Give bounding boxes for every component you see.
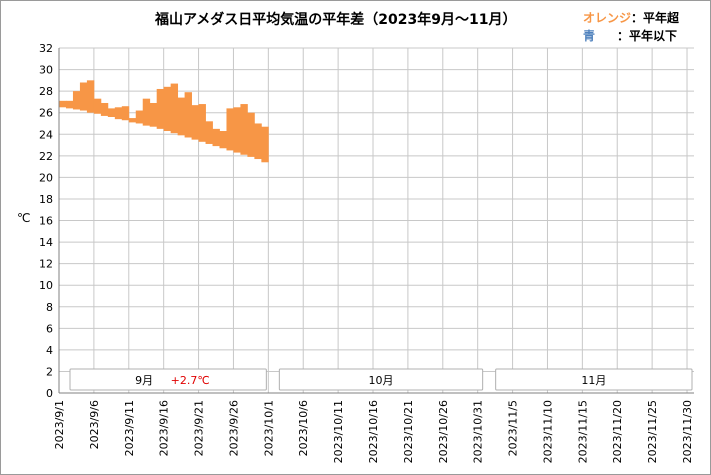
y-tick-label: 2 <box>46 365 53 378</box>
month-label: 11月 <box>581 374 606 387</box>
x-tick-label: 2023/9/21 <box>193 400 206 456</box>
y-tick-label: 6 <box>46 322 53 335</box>
x-tick-label: 2023/9/11 <box>123 400 136 456</box>
gridlines <box>58 47 694 394</box>
bar-day <box>107 108 116 117</box>
legend-item-above: オレンジ：平年超 <box>583 10 680 25</box>
bar-day <box>100 102 109 116</box>
bar-day <box>184 92 192 138</box>
bars <box>59 80 269 163</box>
y-tick-label: 4 <box>46 344 53 357</box>
x-tick-label: 2023/11/15 <box>576 400 589 463</box>
month-label: 10月 <box>369 374 394 387</box>
y-tick-label: 32 <box>39 42 53 55</box>
legend-item-below: 青 ：平年以下 <box>583 28 677 43</box>
y-axis-label: ℃ <box>17 211 30 225</box>
bar-day <box>233 107 241 153</box>
x-tick-label: 2023/11/10 <box>541 400 554 463</box>
y-tick-label: 26 <box>39 107 53 120</box>
bar-day <box>254 123 262 160</box>
x-tick-label: 2023/11/5 <box>507 400 520 456</box>
legend-above-label: オレンジ <box>583 11 631 25</box>
month-anomaly: +2.7℃ <box>171 374 210 387</box>
legend-below-label: 青 <box>583 28 595 43</box>
bar-day <box>156 88 165 129</box>
bar-day <box>93 98 102 114</box>
x-tick-label: 2023/10/16 <box>367 400 380 463</box>
bar-day <box>219 131 227 149</box>
month-panel <box>69 368 267 391</box>
x-tick-label: 2023/11/25 <box>646 400 659 463</box>
bar-day <box>198 104 206 142</box>
bar-day <box>240 104 248 155</box>
y-tick-label: 22 <box>39 150 53 163</box>
y-tick-label: 30 <box>39 64 53 77</box>
bar-day <box>170 83 179 134</box>
y-tick-label: 16 <box>39 215 53 228</box>
x-tick-label: 2023/10/26 <box>437 400 450 463</box>
bar-day <box>128 118 137 123</box>
bar-day <box>135 110 144 124</box>
bar-day <box>65 100 74 109</box>
bar-day <box>79 82 88 111</box>
y-tick-label: 10 <box>39 279 53 292</box>
x-tick-label: 2023/11/30 <box>681 400 694 463</box>
x-tick-label: 2023/9/16 <box>158 400 171 456</box>
bar-day <box>142 98 151 126</box>
bar-day <box>205 121 213 144</box>
bar-day <box>226 108 234 151</box>
bar-day <box>149 102 158 127</box>
bar-day <box>247 112 255 157</box>
x-tick-label: 2023/11/20 <box>611 400 624 463</box>
y-tick-label: 20 <box>39 171 53 184</box>
bar-day <box>163 86 172 132</box>
x-tick-label: 2023/10/6 <box>297 400 310 456</box>
bar-day <box>59 100 67 108</box>
y-tick-label: 24 <box>39 128 53 141</box>
x-tick-label: 2023/10/1 <box>262 400 275 456</box>
y-tick-label: 8 <box>46 301 53 314</box>
y-tick-label: 14 <box>39 236 53 249</box>
x-tick-label: 2023/9/26 <box>227 400 240 456</box>
x-tick-label: 2023/10/21 <box>402 400 415 463</box>
y-tick-label: 12 <box>39 258 53 271</box>
bar-day <box>72 91 81 110</box>
bar-day <box>191 105 199 140</box>
legend: オレンジ：平年超 青 ：平年以下 <box>583 10 680 43</box>
axes <box>58 48 694 394</box>
x-tick-label: 2023/9/6 <box>88 400 101 449</box>
y-tick-label: 18 <box>39 193 53 206</box>
bar-day <box>177 97 186 136</box>
month-label: 9月 <box>135 374 153 387</box>
x-tick-label: 2023/10/11 <box>332 400 345 463</box>
y-tick-label: 0 <box>46 387 53 400</box>
bar-day <box>121 106 130 121</box>
bar-day <box>86 80 95 113</box>
legend-above-suffix: ：平年超 <box>631 10 680 25</box>
legend-below-suffix: ：平年以下 <box>617 28 677 43</box>
bar-day <box>212 128 220 147</box>
chart-title: 福山アメダス日平均気温の平年差（2023年9月～11月） <box>154 11 517 28</box>
x-tick-label: 2023/9/1 <box>53 400 66 449</box>
month-panel <box>278 368 484 391</box>
x-tick-label: 2023/10/31 <box>472 400 485 463</box>
month-panel <box>495 368 693 391</box>
month-panels: 9月 +2.7℃ 10月 11月 <box>69 368 693 391</box>
bar-day <box>114 107 123 120</box>
bar-day <box>261 126 269 163</box>
y-tick-label: 28 <box>39 85 53 98</box>
